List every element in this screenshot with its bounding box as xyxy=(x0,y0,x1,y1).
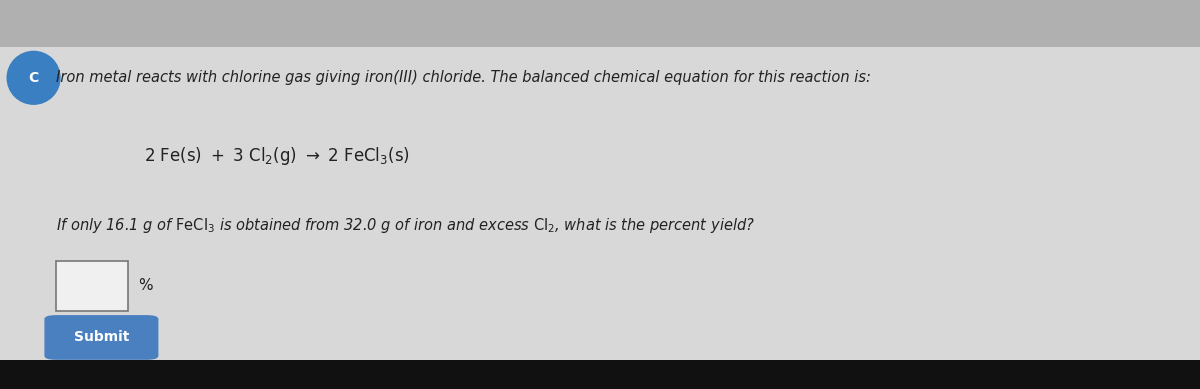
Text: Iron metal reacts with chlorine gas giving iron(III) chloride. The balanced chem: Iron metal reacts with chlorine gas givi… xyxy=(56,70,871,85)
FancyBboxPatch shape xyxy=(0,360,1200,389)
Text: Submit: Submit xyxy=(73,331,130,344)
Text: $2\ \mathrm{Fe(s)}\ +\ 3\ \mathrm{Cl_2(g)}\ \rightarrow\ 2\ \mathrm{FeCl_3(s)}$: $2\ \mathrm{Fe(s)}\ +\ 3\ \mathrm{Cl_2(g… xyxy=(144,145,410,166)
Ellipse shape xyxy=(7,51,60,104)
Text: If only 16.1 g of $\mathrm{FeCl_3}$ is obtained from 32.0 g of iron and excess $: If only 16.1 g of $\mathrm{FeCl_3}$ is o… xyxy=(56,216,755,235)
FancyBboxPatch shape xyxy=(44,315,158,360)
FancyBboxPatch shape xyxy=(0,0,1200,47)
Text: C: C xyxy=(29,71,38,85)
Text: %: % xyxy=(138,279,152,293)
FancyBboxPatch shape xyxy=(56,261,128,311)
